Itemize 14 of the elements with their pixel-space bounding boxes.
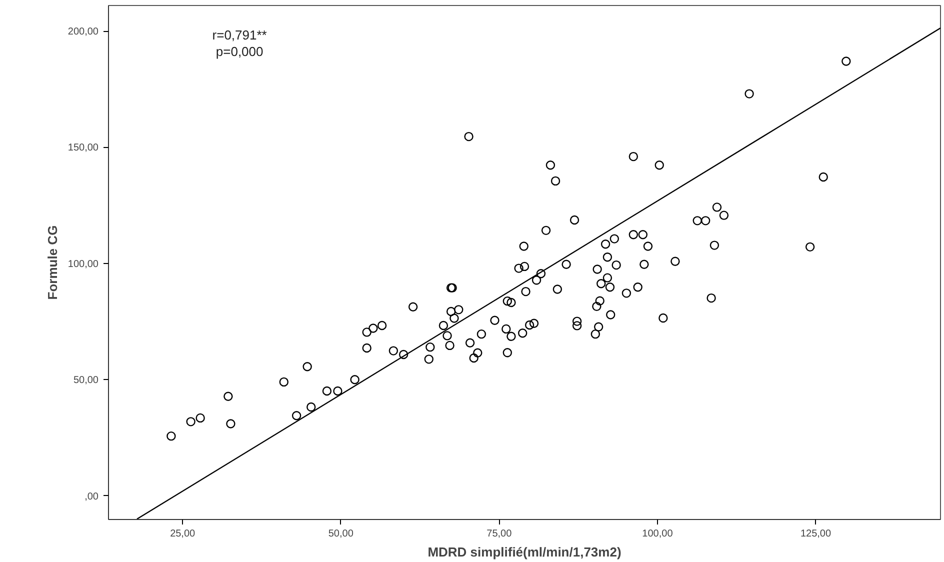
y-tick-label: 200,00	[68, 26, 99, 38]
y-tick-label: 100,00	[68, 258, 99, 270]
x-tick-label: 50,00	[328, 528, 354, 540]
x-tick-label: 125,00	[800, 528, 832, 540]
y-axis-title: Formule CG	[44, 225, 60, 300]
x-tick-label: 100,00	[642, 528, 674, 540]
x-tick-label: 75,00	[486, 528, 512, 540]
x-tick-label: 25,00	[170, 528, 196, 540]
x-axis-title: MDRD simplifié(ml/min/1,73m2)	[428, 544, 622, 560]
y-tick-label: ,00	[84, 491, 99, 502]
y-tick-label: 150,00	[68, 142, 99, 154]
annotation: p=0,000	[216, 44, 264, 59]
annotation: r=0,791**	[212, 28, 267, 43]
y-tick-label: 50,00	[73, 375, 99, 386]
